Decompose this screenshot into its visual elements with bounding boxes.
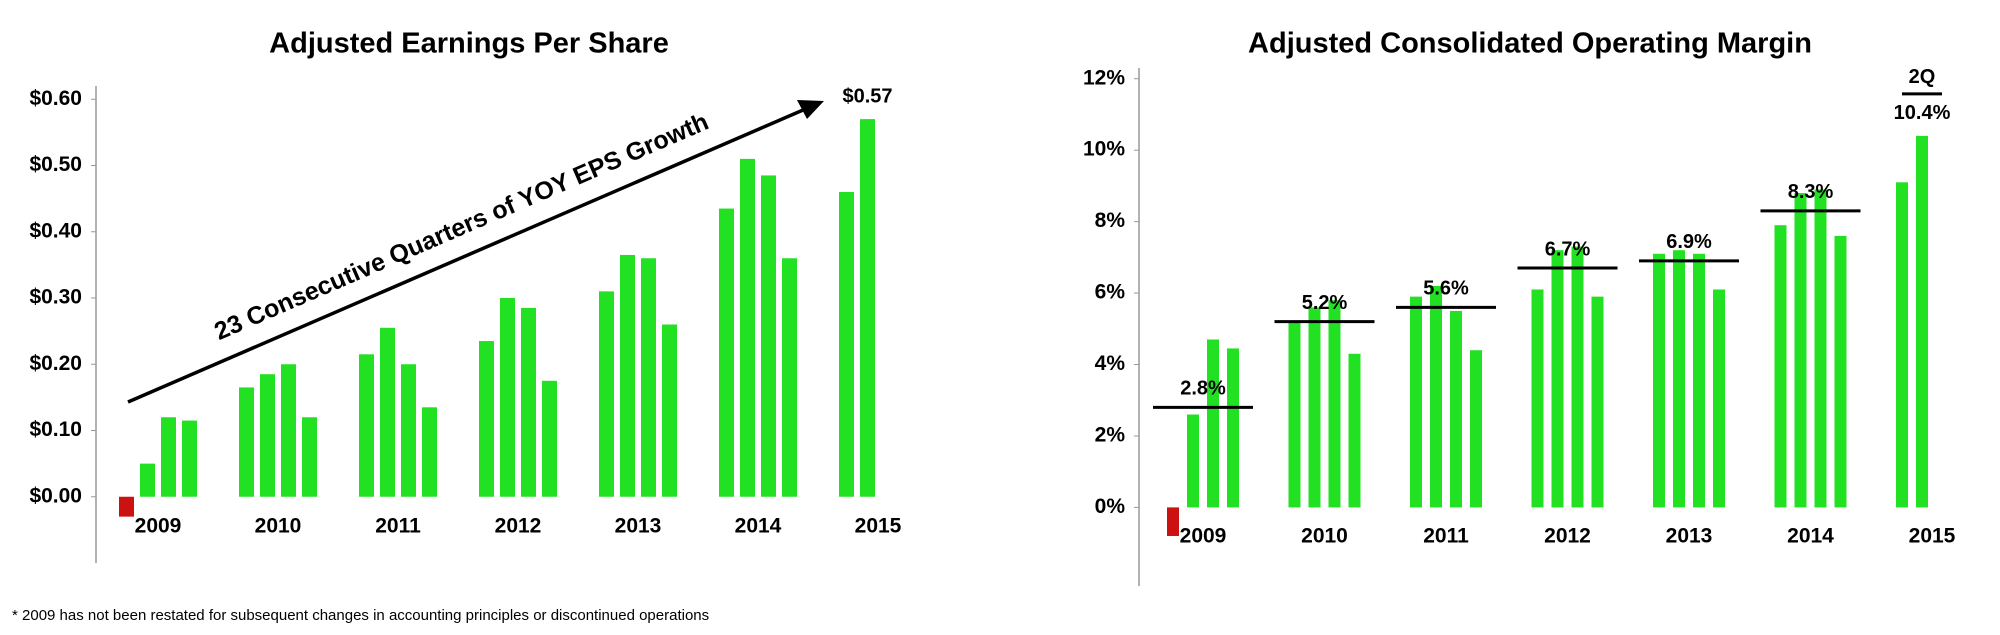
bar — [860, 119, 875, 497]
bar — [422, 407, 437, 497]
y-tick-label: 8% — [1095, 209, 1126, 232]
chart-title: Adjusted Earnings Per Share — [269, 28, 669, 60]
average-label: 6.7% — [1545, 238, 1591, 260]
x-tick-label: 2014 — [735, 515, 782, 538]
chart-title: Adjusted Consolidated Operating Margin — [1248, 28, 1812, 60]
bar — [740, 158, 755, 497]
y-tick-label: 6% — [1095, 281, 1126, 304]
bar — [1774, 225, 1787, 508]
bar — [839, 192, 854, 497]
average-label: 5.2% — [1302, 292, 1348, 314]
bar — [260, 374, 275, 497]
y-tick-label: 4% — [1095, 352, 1126, 375]
bar — [1450, 310, 1462, 508]
y-tick-label: 10% — [1083, 138, 1125, 161]
period-label: 2Q — [1909, 66, 1936, 88]
bar — [161, 417, 176, 497]
arrow — [127, 105, 811, 404]
bar — [1653, 253, 1665, 508]
bar — [479, 341, 494, 497]
bar — [380, 327, 395, 497]
bar — [239, 387, 254, 497]
bar — [1288, 321, 1301, 508]
y-tick-label: $0.00 — [29, 484, 82, 507]
bar — [302, 417, 317, 497]
x-tick-label: 2009 — [135, 515, 182, 538]
bar — [1571, 246, 1584, 508]
bar — [1227, 348, 1239, 508]
bar — [1531, 289, 1544, 508]
bar — [641, 258, 656, 497]
y-tick-label: 12% — [1083, 66, 1125, 89]
bar — [401, 364, 416, 497]
value-label: $0.57 — [842, 85, 892, 107]
bar — [1713, 289, 1725, 508]
y-tick-label: $0.30 — [29, 286, 82, 309]
bar — [1348, 353, 1361, 508]
bar — [521, 307, 536, 497]
bar — [140, 463, 155, 497]
bar — [1430, 285, 1442, 508]
bar — [1693, 253, 1705, 508]
y-tick-label: 0% — [1095, 495, 1126, 518]
bar — [1167, 507, 1179, 536]
bar — [500, 298, 515, 497]
bar — [1794, 193, 1807, 508]
average-label: 8.3% — [1788, 181, 1834, 203]
bar — [182, 420, 197, 497]
arrowhead — [797, 100, 824, 119]
y-tick-label: 2% — [1095, 424, 1126, 447]
x-tick-label: 2014 — [1787, 525, 1834, 548]
bar — [1834, 235, 1847, 508]
bar — [620, 254, 635, 497]
bar — [662, 324, 677, 497]
y-tick-label: $0.20 — [29, 352, 82, 375]
bar — [1591, 296, 1604, 508]
bar — [542, 380, 557, 497]
x-tick-label: 2012 — [495, 515, 542, 538]
value-label: 10.4% — [1894, 102, 1951, 124]
bar — [1673, 250, 1685, 508]
x-tick-label: 2011 — [375, 515, 421, 538]
x-tick-label: 2015 — [855, 515, 902, 538]
bar — [1410, 296, 1422, 508]
bar — [1187, 414, 1199, 508]
average-label: 6.9% — [1666, 231, 1712, 253]
y-tick-label: $0.10 — [29, 418, 82, 441]
x-tick-label: 2009 — [1180, 525, 1227, 548]
x-tick-label: 2010 — [1301, 525, 1348, 548]
bar — [359, 354, 374, 497]
x-tick-label: 2011 — [1423, 525, 1469, 548]
bar — [119, 496, 134, 517]
x-tick-label: 2012 — [1544, 525, 1591, 548]
bar — [1916, 135, 1928, 508]
average-label: 5.6% — [1423, 278, 1469, 300]
bar — [1470, 350, 1482, 508]
bar — [719, 208, 734, 497]
bar — [1551, 250, 1564, 508]
bar — [1814, 189, 1827, 508]
x-tick-label: 2010 — [255, 515, 302, 538]
x-tick-label: 2013 — [615, 515, 662, 538]
bar — [782, 258, 797, 497]
bar — [1207, 339, 1219, 508]
bar — [1328, 300, 1341, 508]
annotation: 23 Consecutive Quarters of YOY EPS Growt… — [210, 108, 712, 346]
footnote: * 2009 has not been restated for subsequ… — [12, 607, 709, 624]
x-tick-label: 2013 — [1666, 525, 1713, 548]
average-label: 2.8% — [1180, 378, 1226, 400]
bar — [1308, 307, 1321, 508]
y-tick-label: $0.40 — [29, 219, 82, 242]
y-tick-label: $0.50 — [29, 153, 82, 176]
bar — [1896, 182, 1908, 508]
bar — [761, 175, 776, 497]
y-tick-label: $0.60 — [29, 87, 82, 110]
x-tick-label: 2015 — [1909, 525, 1956, 548]
bar — [599, 291, 614, 497]
bar — [281, 364, 296, 497]
